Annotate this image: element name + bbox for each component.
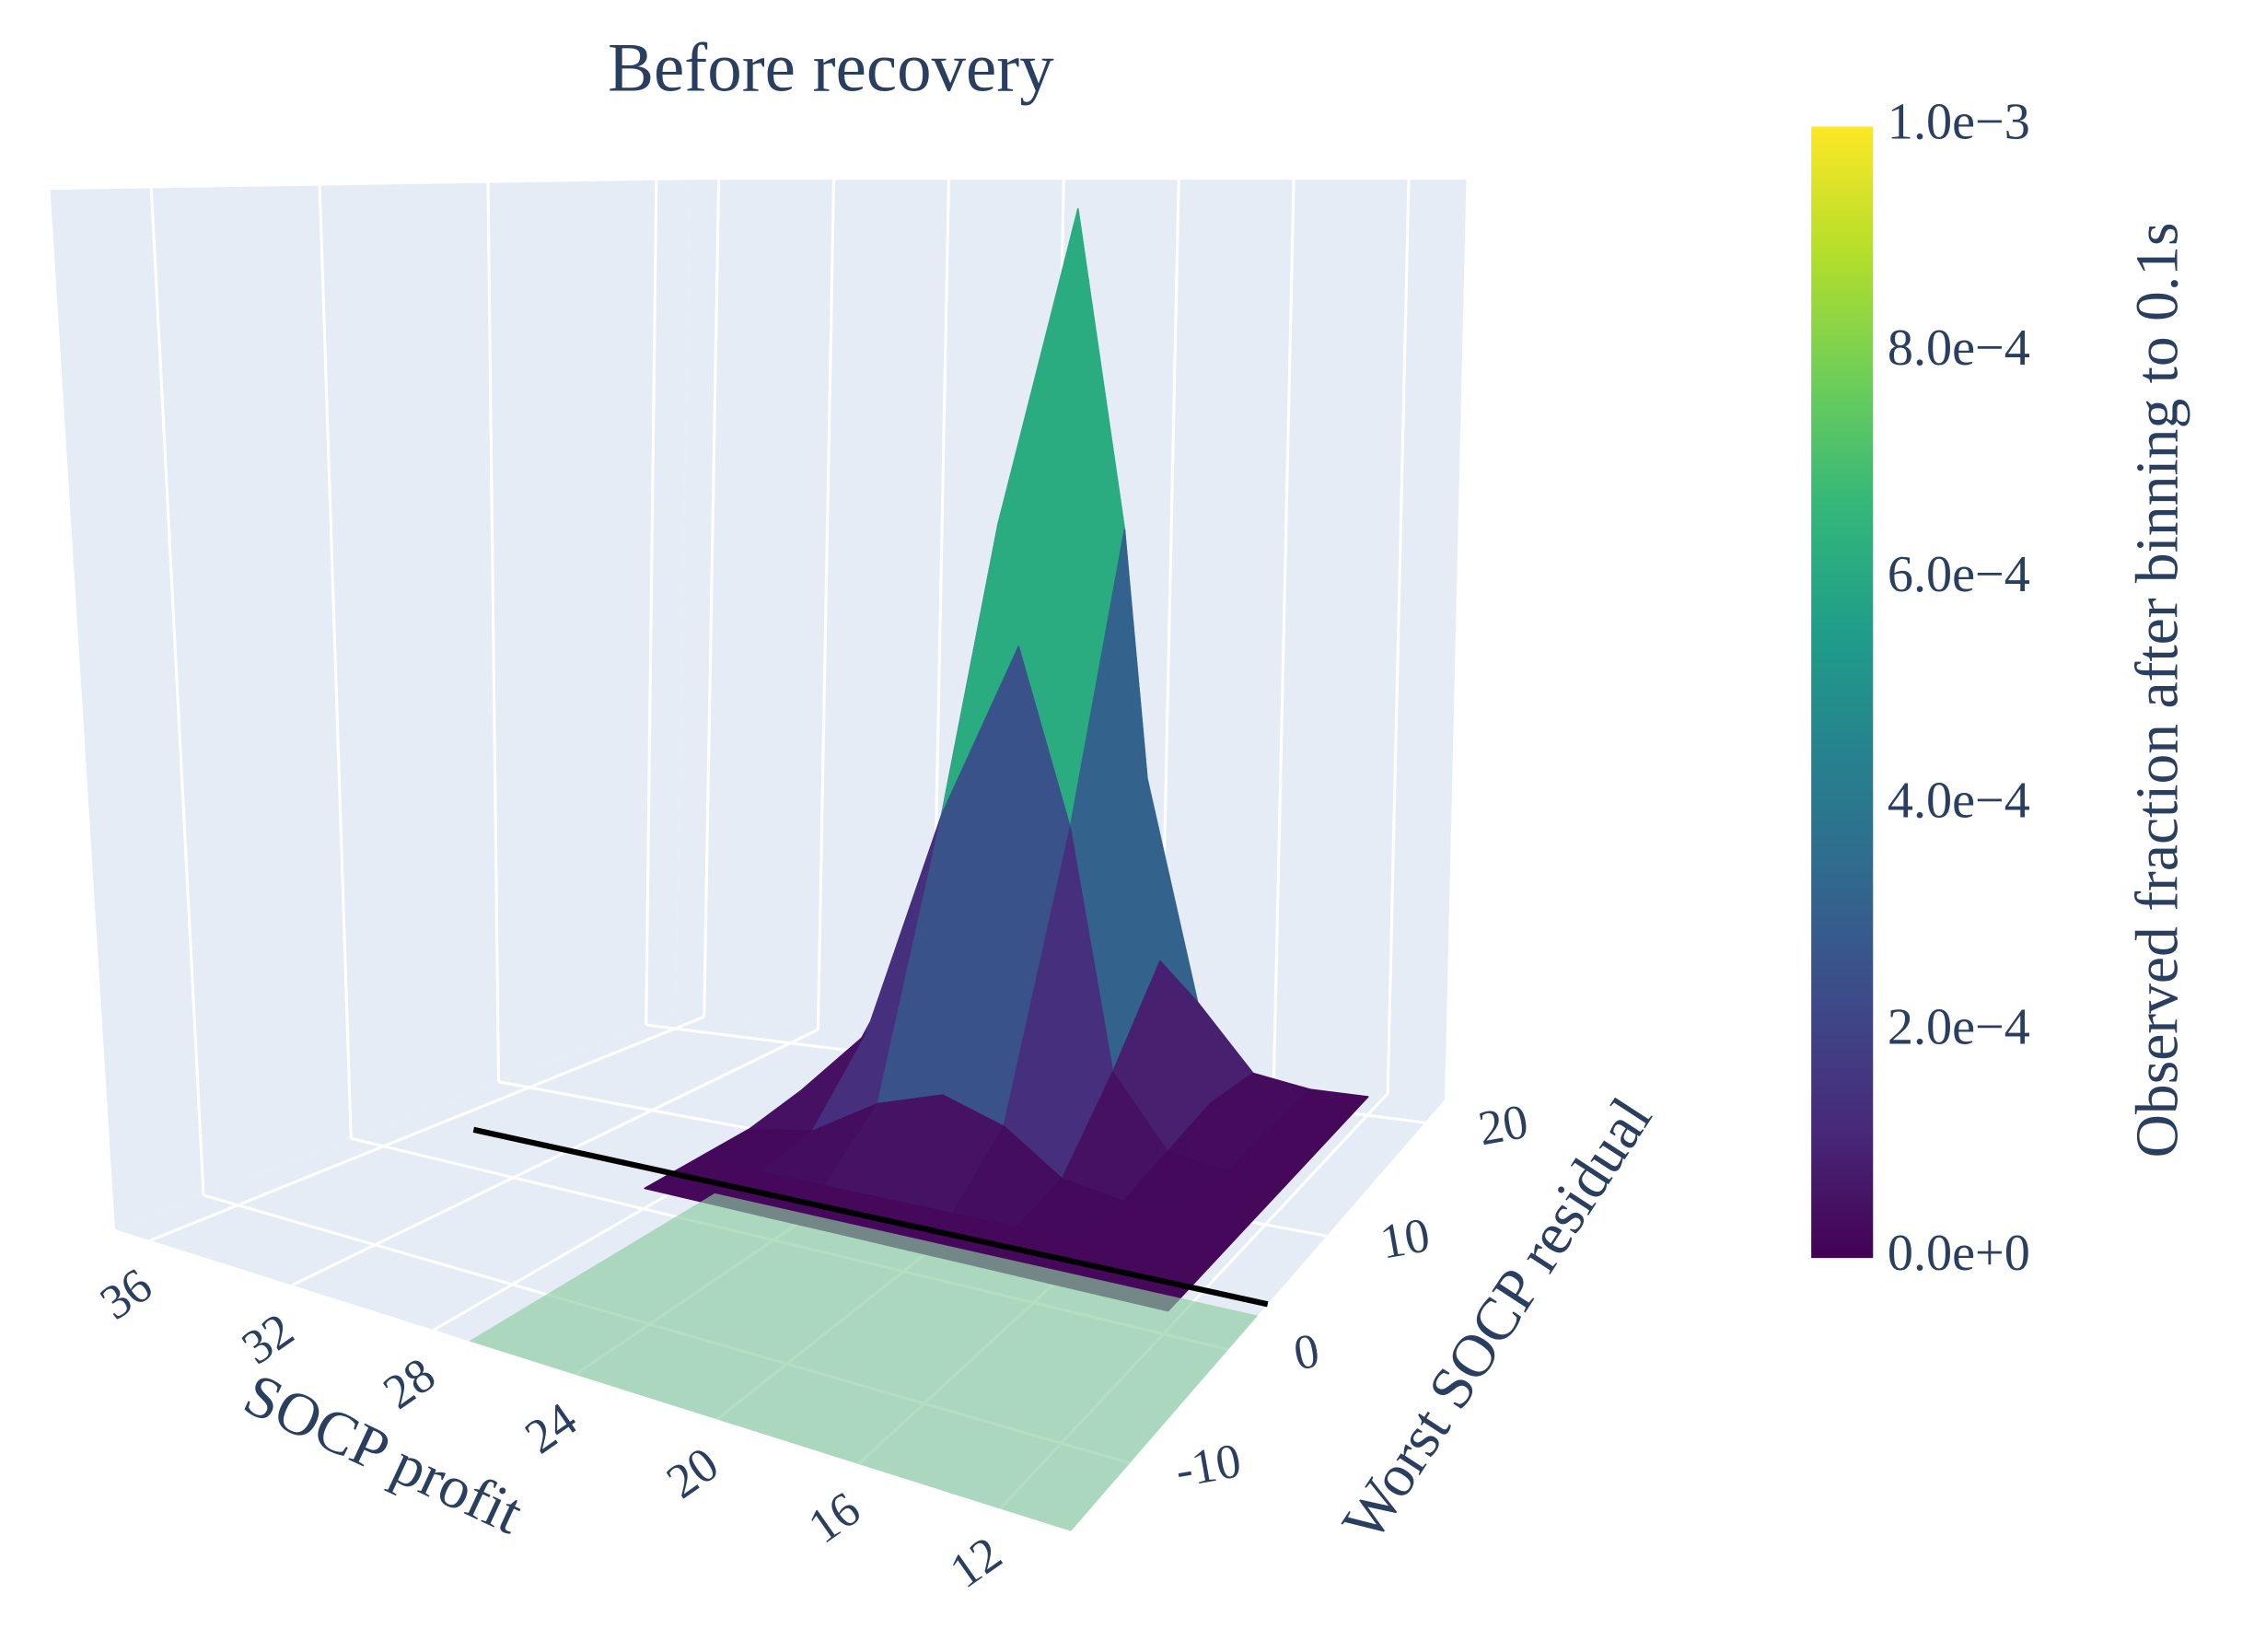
y-wall-grid-line bbox=[486, 182, 501, 1082]
y-tick-label: 0 bbox=[1290, 1324, 1323, 1381]
x-grid-line bbox=[149, 1015, 705, 1242]
colorbar-tick-label: 4.0e−4 bbox=[1888, 773, 2030, 830]
y-wall-grid-line bbox=[149, 188, 205, 1196]
left-wall bbox=[50, 180, 691, 1229]
colorbar-tick-label: 1.0e−3 bbox=[1888, 93, 2030, 150]
x-tick-label: 32 bbox=[233, 1303, 304, 1375]
y-tick-label: 10 bbox=[1377, 1208, 1434, 1269]
colorbar bbox=[1811, 126, 1874, 1259]
x-grid-line bbox=[291, 1028, 819, 1287]
colorbar-tick-label: 0.0e+0 bbox=[1888, 1225, 2030, 1282]
colorbar-tick-label: 2.0e−4 bbox=[1888, 998, 2030, 1055]
x-tick-label: 36 bbox=[91, 1259, 162, 1331]
x-tick-label: 12 bbox=[941, 1527, 1012, 1599]
colorbar-title: Observed fraction after binning to 0.1s bbox=[2125, 222, 2191, 1158]
plane bbox=[469, 1192, 1259, 1531]
x-tick-label: 16 bbox=[799, 1482, 870, 1553]
y-tick-label: 20 bbox=[1475, 1095, 1532, 1156]
y-wall-grid-line bbox=[645, 180, 658, 1026]
colorbar-tick-label: 8.0e−4 bbox=[1888, 320, 2030, 377]
y-tick-label: -10 bbox=[1171, 1434, 1245, 1497]
reference-line bbox=[472, 1126, 1269, 1308]
x-wall-grid-line bbox=[1272, 180, 1295, 1081]
x-wall-grid-line bbox=[703, 180, 721, 1018]
y-wall-grid-line bbox=[318, 185, 353, 1139]
x-tick-label: 24 bbox=[516, 1392, 587, 1464]
x-tick-label: 28 bbox=[374, 1348, 445, 1420]
x-tick-label: 20 bbox=[657, 1437, 728, 1509]
x-wall-grid-line bbox=[816, 180, 836, 1030]
x-wall-grid-line bbox=[1386, 180, 1411, 1094]
scene bbox=[50, 180, 1467, 1531]
chart-title: Before recovery bbox=[608, 29, 1054, 106]
colorbar-tick-label: 6.0e−4 bbox=[1888, 546, 2030, 603]
